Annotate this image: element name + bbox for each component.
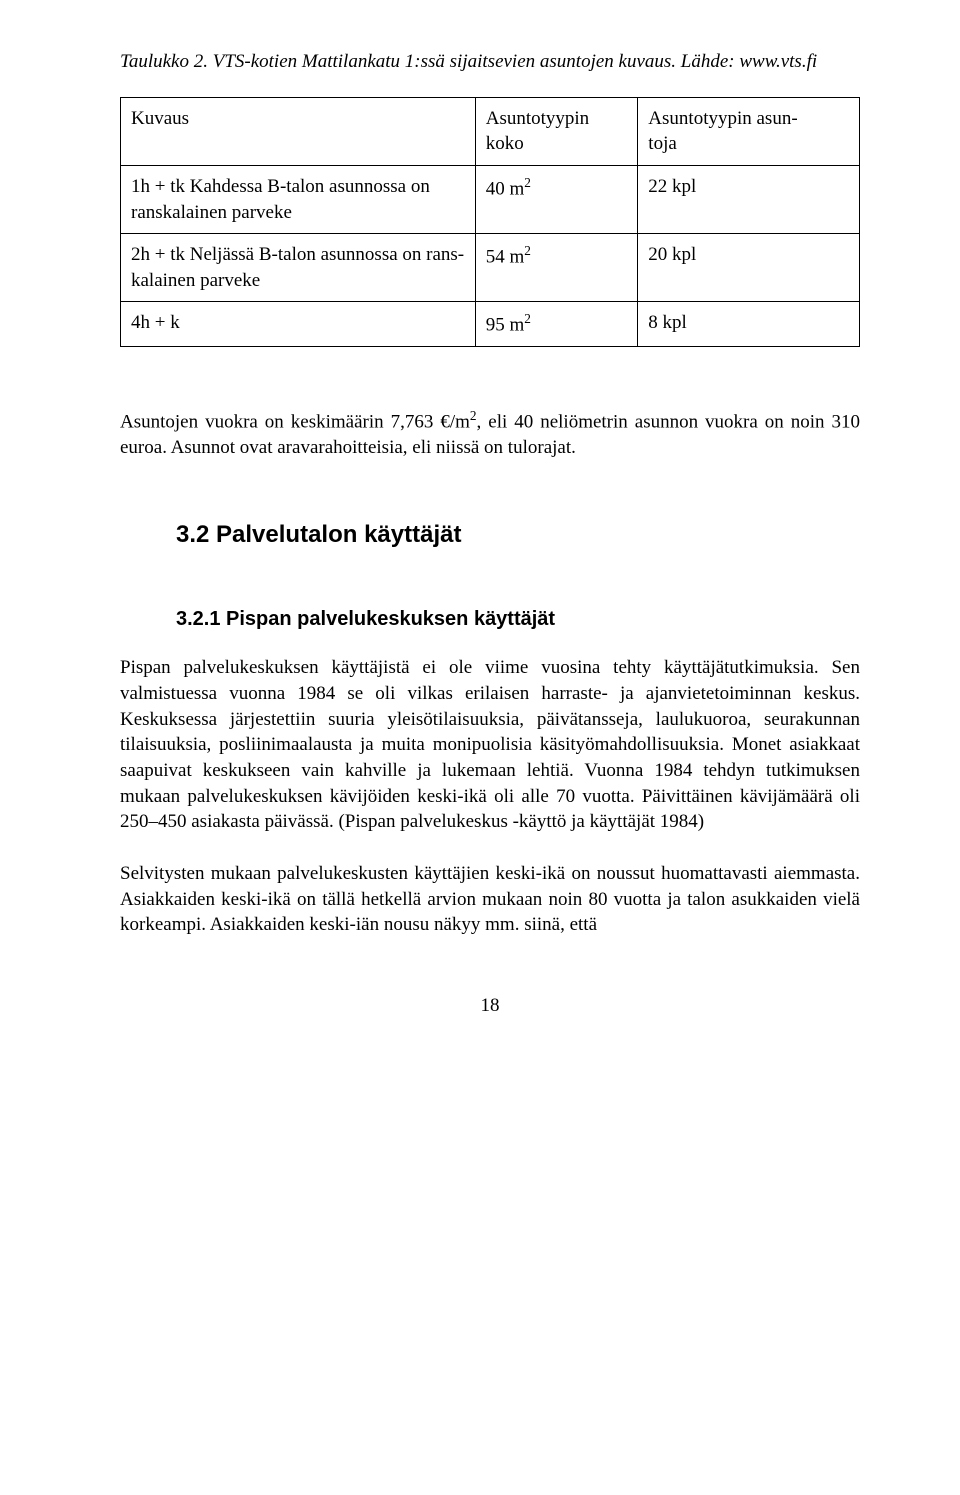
para1-pre: Asuntojen vuokra on keskimäärin 7,763 €/… — [120, 412, 470, 433]
cell-desc: 4h + k — [121, 302, 476, 347]
cell-desc: 1h + tk Kahdessa B-talon asunnossa on ra… — [121, 165, 476, 233]
cell-count: 22 kpl — [638, 165, 860, 233]
paragraph-users-1: Pispan palvelukeskuksen käyttäjistä ei o… — [120, 655, 860, 834]
desc-l1: 2h + tk Neljässä B-talon asunnossa on ra… — [131, 244, 464, 265]
size-pre: 95 m — [486, 315, 525, 336]
cell-count: 20 kpl — [638, 234, 860, 302]
table-caption: Taulukko 2. VTS-kotien Mattilankatu 1:ss… — [120, 49, 860, 75]
cell-size: 54 m2 — [475, 234, 638, 302]
size-sup: 2 — [524, 311, 531, 326]
table-header-row: Kuvaus Asuntotyypin koko Asuntotyypin as… — [121, 97, 860, 165]
heading-3-2: 3.2 Palvelutalon käyttäjät — [176, 519, 860, 551]
cell-desc: 2h + tk Neljässä B-talon asunnossa on ra… — [121, 234, 476, 302]
para1-sup: 2 — [470, 408, 477, 423]
col-header-desc: Kuvaus — [121, 97, 476, 165]
desc-l2: kalainen parveke — [131, 270, 260, 291]
col-header-count: Asuntotyypin asun- toja — [638, 97, 860, 165]
size-sup: 2 — [524, 175, 531, 190]
paragraph-rent: Asuntojen vuokra on keskimäärin 7,763 €/… — [120, 407, 860, 461]
desc-l1: 1h + tk Kahdessa B-talon asunnossa on — [131, 176, 430, 197]
page: Taulukko 2. VTS-kotien Mattilankatu 1:ss… — [0, 0, 960, 1059]
col-header-count-l1: Asuntotyypin asun- — [648, 108, 797, 129]
col-header-size: Asuntotyypin koko — [475, 97, 638, 165]
table-row: 2h + tk Neljässä B-talon asunnossa on ra… — [121, 234, 860, 302]
heading-3-2-1: 3.2.1 Pispan palvelukeskuksen käyttäjät — [176, 606, 860, 633]
size-sup: 2 — [524, 243, 531, 258]
cell-size: 40 m2 — [475, 165, 638, 233]
apartment-table: Kuvaus Asuntotyypin koko Asuntotyypin as… — [120, 97, 860, 348]
size-pre: 40 m — [486, 178, 525, 199]
col-header-size-l1: Asuntotyypin — [486, 108, 589, 129]
desc-l2: ranskalainen parveke — [131, 202, 292, 223]
col-header-count-l2: toja — [648, 133, 677, 154]
paragraph-users-2: Selvitysten mukaan palvelukeskusten käyt… — [120, 861, 860, 938]
page-number: 18 — [120, 993, 860, 1019]
size-pre: 54 m — [486, 247, 525, 268]
col-header-size-l2: koko — [486, 133, 524, 154]
cell-size: 95 m2 — [475, 302, 638, 347]
cell-count: 8 kpl — [638, 302, 860, 347]
table-row: 4h + k 95 m2 8 kpl — [121, 302, 860, 347]
table-row: 1h + tk Kahdessa B-talon asunnossa on ra… — [121, 165, 860, 233]
